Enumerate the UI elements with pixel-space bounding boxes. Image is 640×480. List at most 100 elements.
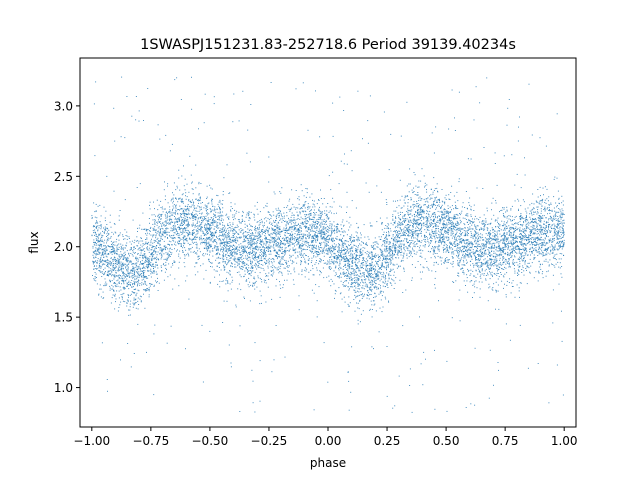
data-point: [164, 248, 166, 250]
data-point: [388, 230, 389, 232]
data-point: [305, 237, 307, 239]
data-point: [526, 265, 528, 267]
data-point: [155, 229, 157, 231]
data-point: [491, 202, 493, 204]
data-point: [158, 232, 160, 234]
data-point: [528, 267, 530, 269]
data-point: [503, 234, 505, 236]
data-point: [318, 216, 320, 218]
data-point: [243, 296, 245, 298]
data-point: [504, 236, 506, 238]
data-point: [311, 252, 313, 254]
data-point: [380, 278, 382, 280]
data-point: [238, 260, 240, 262]
data-point: [352, 253, 354, 255]
data-point: [366, 275, 367, 277]
data-point: [185, 249, 187, 251]
data-point: [121, 266, 123, 268]
data-point: [171, 143, 173, 145]
data-point: [514, 255, 515, 257]
data-point: [344, 280, 346, 282]
data-point: [366, 242, 367, 244]
data-point: [137, 297, 139, 299]
data-point: [141, 273, 143, 274]
data-point: [463, 257, 465, 259]
data-point: [110, 249, 112, 250]
data-point: [240, 237, 242, 239]
data-point: [157, 251, 159, 253]
data-point: [140, 254, 142, 256]
data-point: [273, 230, 275, 232]
data-point: [360, 282, 361, 284]
data-point: [444, 236, 446, 238]
data-point: [413, 231, 415, 233]
data-point: [104, 226, 106, 228]
data-point: [97, 239, 99, 241]
data-point: [97, 248, 99, 250]
data-point: [474, 281, 476, 283]
data-point: [125, 260, 127, 262]
data-point: [451, 224, 453, 226]
data-point: [342, 268, 344, 270]
data-point: [212, 209, 214, 211]
data-point: [357, 227, 359, 229]
data-point: [255, 266, 257, 268]
data-point: [368, 279, 370, 281]
data-point: [385, 251, 387, 253]
data-point: [555, 215, 557, 217]
data-point: [563, 243, 565, 245]
data-point: [297, 231, 299, 233]
data-point: [314, 227, 316, 229]
data-point: [460, 268, 462, 269]
data-point: [362, 260, 364, 261]
data-point: [294, 237, 296, 239]
data-point: [347, 262, 349, 264]
data-point: [420, 232, 422, 234]
data-point: [206, 220, 208, 222]
data-point: [227, 228, 229, 230]
data-point: [155, 215, 156, 217]
data-point: [163, 279, 165, 281]
data-point: [474, 264, 476, 266]
data-point: [372, 280, 374, 282]
data-point: [301, 274, 303, 276]
data-point: [154, 266, 156, 268]
data-point: [497, 236, 499, 238]
data-point: [476, 259, 477, 261]
data-point: [481, 234, 483, 236]
data-point: [370, 281, 372, 283]
data-point: [435, 235, 437, 236]
data-point: [509, 228, 511, 230]
data-point: [441, 236, 443, 238]
data-point: [330, 189, 332, 191]
data-point: [126, 250, 128, 252]
data-point: [561, 208, 563, 210]
data-point: [104, 251, 106, 253]
data-point: [96, 248, 98, 250]
data-point: [394, 246, 396, 248]
data-point: [410, 206, 412, 208]
data-point: [412, 235, 414, 237]
data-point: [452, 231, 454, 233]
data-point: [456, 237, 458, 239]
data-point: [563, 242, 565, 243]
data-point: [376, 276, 378, 278]
data-point: [403, 248, 405, 250]
data-point: [557, 230, 559, 232]
data-point: [384, 243, 386, 245]
data-point: [394, 230, 396, 232]
data-point: [489, 237, 491, 239]
data-point: [246, 279, 248, 281]
data-point: [357, 278, 359, 279]
data-point: [283, 242, 285, 244]
data-point: [407, 226, 409, 228]
data-point: [395, 216, 396, 218]
data-point: [413, 218, 415, 220]
data-point: [458, 181, 460, 183]
data-point: [138, 265, 140, 267]
data-point: [264, 235, 266, 237]
data-point: [513, 239, 514, 241]
data-point: [474, 215, 476, 217]
data-point: [344, 286, 346, 287]
data-point: [404, 238, 406, 240]
